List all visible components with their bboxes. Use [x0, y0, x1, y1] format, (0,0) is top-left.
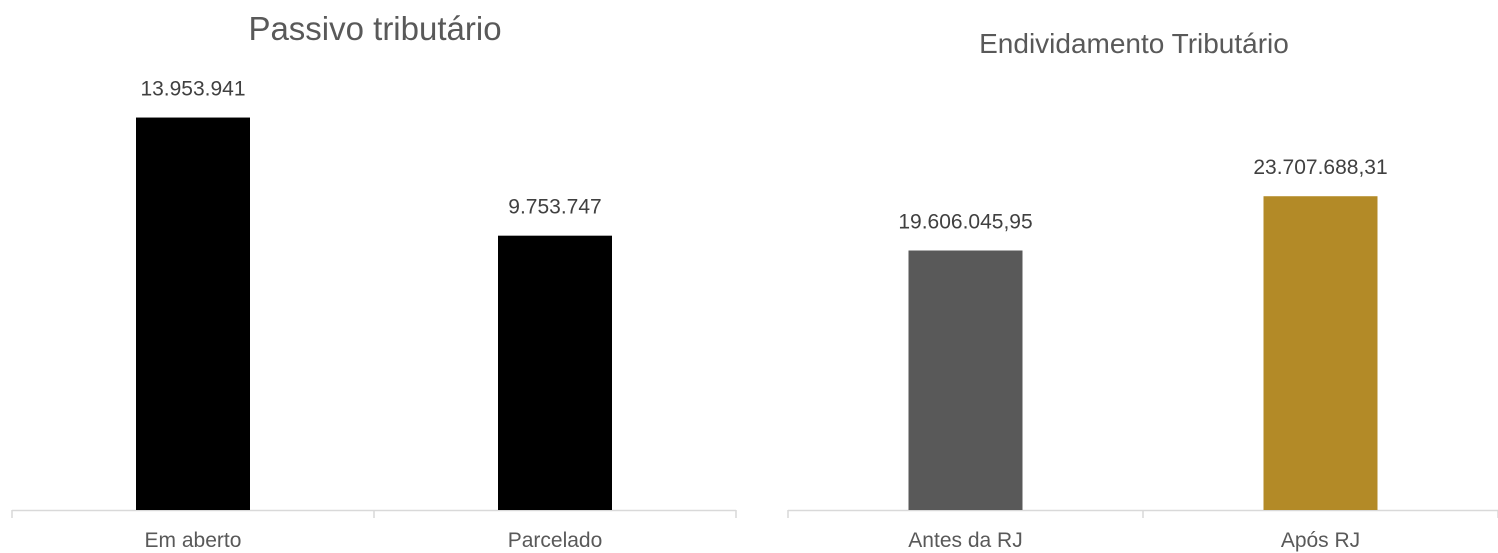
data-label: 19.606.045,95 [898, 211, 1032, 234]
chart-endividamento-tributario: Endividamento Tributário 19.606.045,95 An… [770, 0, 1498, 553]
bar [1263, 196, 1378, 510]
chart-title: Passivo tributário [248, 10, 502, 47]
category-label: Parcelado [508, 529, 603, 552]
bar [498, 235, 612, 510]
chart-passivo-tributario: Passivo tributário 13.953.941 Em aberto 9.… [11, 10, 737, 552]
bar [136, 117, 250, 510]
category-label: Após RJ [1281, 529, 1360, 552]
category-label: Em aberto [145, 529, 242, 552]
category-label: Antes da RJ [908, 529, 1022, 552]
bar [908, 250, 1023, 510]
data-label: 23.707.688,31 [1253, 156, 1387, 179]
data-label: 13.953.941 [140, 78, 245, 101]
chart-title: Endividamento Tributário [979, 28, 1289, 59]
chart-plot: 19.606.045,95 Antes da RJ 23.707.688,31 Apó… [787, 156, 1498, 552]
chart-plot: 13.953.941 Em aberto 9.753.747 Parcelado [11, 78, 737, 552]
data-label: 9.753.747 [508, 196, 601, 219]
